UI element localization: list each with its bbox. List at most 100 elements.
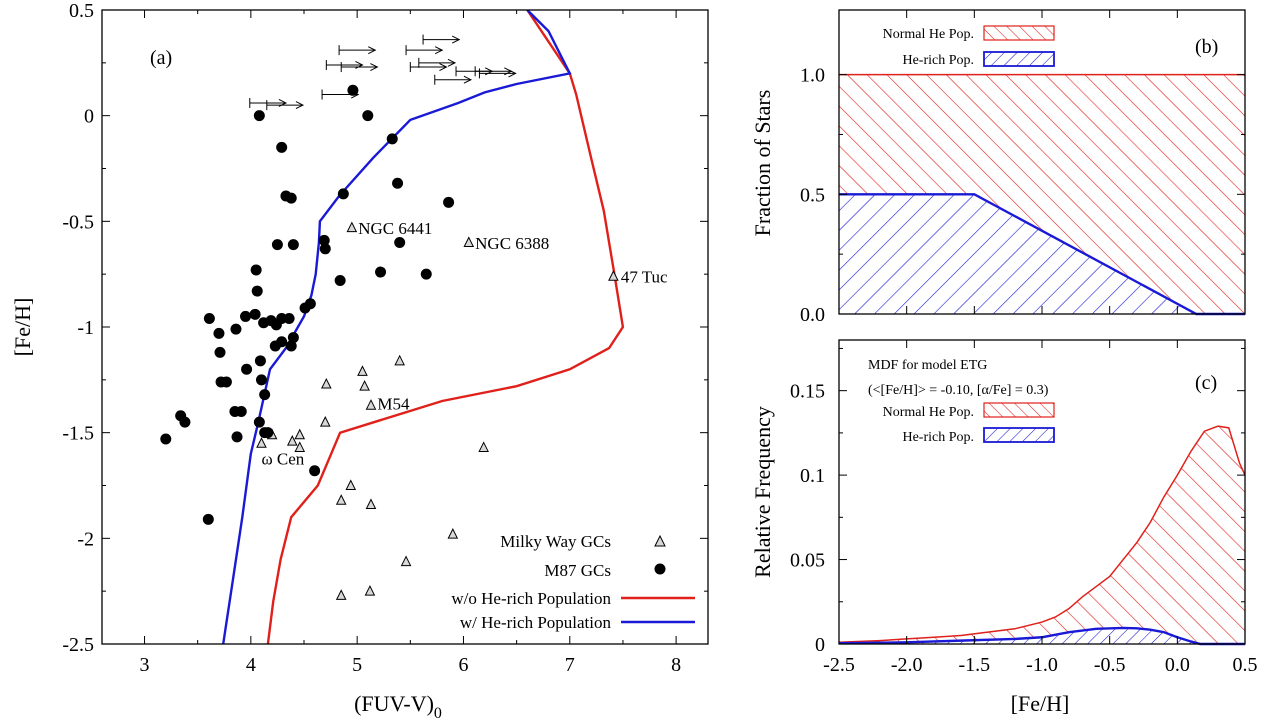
m87-gc-point <box>254 355 266 367</box>
x-tick-label: 3 <box>140 654 150 676</box>
milky-way-gc-point <box>478 441 489 452</box>
m87-gc-point <box>231 431 243 443</box>
m87-gc-point <box>240 310 252 322</box>
annotation-label: 47 Tuc <box>621 268 668 287</box>
limit-arrow-head <box>463 75 473 84</box>
legend-marker-m87-gcs <box>654 563 666 575</box>
x-tick-label: -1.5 <box>958 654 990 676</box>
milky-way-gc-point <box>463 236 475 247</box>
limit-arrow-head <box>439 63 448 72</box>
m87-gc-point <box>250 264 262 276</box>
panel-a-label: (a) <box>150 47 172 69</box>
m87-gc-point <box>253 110 265 122</box>
m87-gc-point <box>220 376 232 388</box>
annotation-label: ω Cen <box>261 449 304 468</box>
m87-gc-point <box>160 433 172 445</box>
y-tick-label: -1 <box>77 317 94 339</box>
model-line-with-he-rich <box>222 10 572 644</box>
panel-a-data-layer: NGC 6441 NGC 6388 47 Tuc M54 ω Cen <box>160 10 668 644</box>
panel-a-plot-area: NGC 6441 NGC 6388 47 Tuc M54 ω Cen <box>160 10 668 644</box>
m87-gc-point <box>319 243 331 255</box>
limit-arrow-head <box>370 63 379 72</box>
he-rich-area <box>839 194 1245 314</box>
panel-a-y-ticks: 0.5 0 -0.5 -1 -1.5 -2 -2.5 <box>62 0 708 656</box>
m87-gc-point <box>304 298 316 310</box>
m87-gc-point <box>241 363 253 375</box>
legend-label-with-he-rich: w/ He-rich Population <box>460 613 612 632</box>
x-tick-label: 6 <box>458 654 468 676</box>
annotation-label: M54 <box>377 394 410 413</box>
milky-way-gc-point <box>447 527 459 539</box>
x-tick-label: -1.0 <box>1026 654 1058 676</box>
m87-gc-point <box>202 513 214 525</box>
panel-b-plot-area <box>839 73 1245 316</box>
m87-gc-point <box>285 340 297 352</box>
panel-c-x-axis-label: [Fe/H] <box>1011 691 1070 716</box>
m87-gc-point <box>337 188 349 200</box>
m87-gc-point <box>271 239 283 251</box>
x-tick-label: 7 <box>565 654 575 676</box>
model-line-without-he-rich <box>266 10 625 644</box>
panel-c: -2.5 -2.0 -1.5 -1.0 -0.5 0.0 0.5 00.050.10.15 … <box>750 339 1258 716</box>
milky-way-gc-point <box>256 437 267 448</box>
limit-arrow-head <box>451 35 461 44</box>
milky-way-gc-point <box>286 435 298 446</box>
panel-c-legend-swatch-normal <box>983 402 1055 418</box>
x-tick-label: -0.5 <box>1094 654 1126 676</box>
annotation-label: NGC 6441 <box>358 219 432 238</box>
panel-b-y-axis-label: Fraction of Stars <box>750 90 775 237</box>
milky-way-gc-point <box>359 380 370 391</box>
y-tick-label: 0.5 <box>800 184 825 206</box>
panel-b-legend-swatch-he-rich <box>983 51 1055 67</box>
m87-gc-point <box>214 346 226 358</box>
y-tick-label: 0.15 <box>790 381 825 403</box>
panel-b-label: (b) <box>1195 36 1218 58</box>
x-tick-label: 4 <box>246 654 256 676</box>
panel-c-legend-label-normal: Normal He Pop. <box>883 405 974 420</box>
y-tick-label: 0 <box>84 106 94 128</box>
y-tick-label: 0.0 <box>800 304 825 326</box>
m87-gc-point <box>203 313 215 325</box>
m87-gc-point <box>230 323 242 335</box>
milky-way-gc-point <box>335 494 347 505</box>
m87-gc-point <box>283 313 295 325</box>
m87-gc-point <box>318 234 330 246</box>
m87-gc-point <box>179 416 191 428</box>
panel-a-frame <box>101 9 709 645</box>
x-tick-label: 0.0 <box>1165 654 1190 676</box>
legend-label-without-he-rich: w/o He-rich Population <box>451 589 611 608</box>
panel-c-plot-area <box>838 425 1246 646</box>
y-tick-label: 1.0 <box>800 65 825 87</box>
m87-gc-point <box>213 327 225 339</box>
x-tick-label: -2.0 <box>891 654 923 676</box>
m87-gc-point <box>443 196 455 208</box>
panel-b-legend: Normal He Pop. He-rich Pop. <box>883 25 1055 68</box>
milky-way-gc-point <box>294 441 306 452</box>
milky-way-gc-point <box>394 354 405 366</box>
panel-c-legend-swatch-he-rich <box>983 427 1055 443</box>
milky-way-gc-point <box>365 498 377 510</box>
m87-gc-point <box>285 192 297 204</box>
m87-gc-point <box>309 465 321 477</box>
panel-b-ticks: 0.0 0.5 1.0 <box>800 10 1246 326</box>
milky-way-gc-point <box>335 589 347 600</box>
panel-a-legend: Milky Way GCs M87 GCs w/o He-rich Popula… <box>451 532 695 632</box>
panel-c-y-axis-label: Relative Frequency <box>750 406 775 578</box>
panel-b-legend-label-he-rich: He-rich Pop. <box>902 53 974 68</box>
limit-arrow-head <box>508 69 517 78</box>
m87-gc-point <box>255 374 267 386</box>
normal-he-mdf-area <box>839 426 1245 644</box>
milky-way-gc-point <box>365 399 377 410</box>
panel-b-legend-swatch-normal <box>983 25 1055 41</box>
annotation-label: NGC 6388 <box>475 234 549 253</box>
m87-gc-point <box>249 308 261 320</box>
milky-way-gc-point <box>346 221 358 233</box>
m87-gc-point <box>253 416 265 428</box>
m87-gc-point <box>262 427 274 439</box>
m87-gc-point <box>251 285 263 297</box>
m87-gc-point <box>394 236 406 248</box>
limit-arrow-head <box>434 46 444 55</box>
x-tick-label: 5 <box>352 654 362 676</box>
he-rich-mdf-curve <box>838 626 1245 646</box>
y-tick-label: -2 <box>77 528 94 550</box>
